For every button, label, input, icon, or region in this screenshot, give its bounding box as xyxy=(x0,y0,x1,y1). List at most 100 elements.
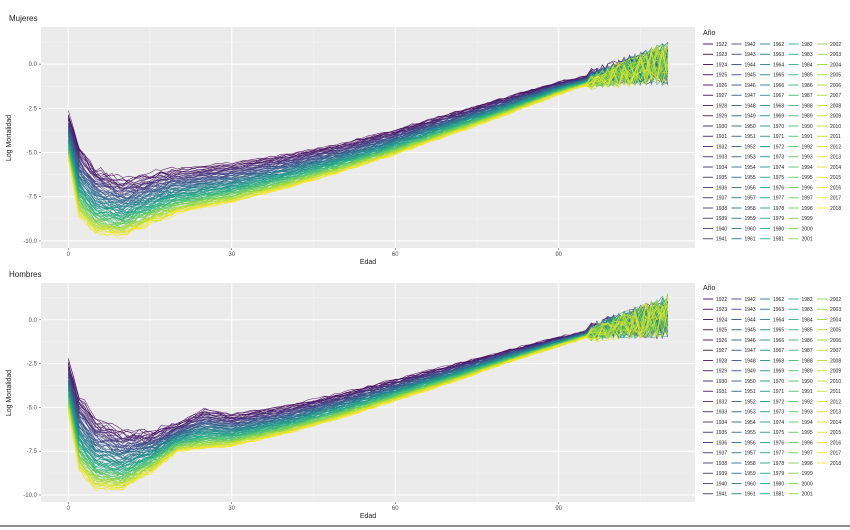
legend-label: 2003 xyxy=(830,307,841,313)
legend-label: 1948 xyxy=(745,358,756,364)
legend-label: 1940 xyxy=(716,226,727,232)
legend-label: 2014 xyxy=(830,165,841,171)
x-tick-label: 30 xyxy=(228,506,235,512)
legend-label: 2015 xyxy=(830,430,841,436)
legend-label: 1933 xyxy=(716,155,727,161)
legend-label: 2009 xyxy=(830,369,841,375)
legend-label: 1962 xyxy=(773,42,784,48)
legend-label: 1999 xyxy=(802,216,813,222)
legend-label: 1963 xyxy=(773,307,784,313)
x-tick-label: 30 xyxy=(228,252,235,258)
legend-label: 1974 xyxy=(773,420,784,426)
legend-label: 2001 xyxy=(802,492,813,498)
legend-label: 1963 xyxy=(773,52,784,58)
legend-label: 1930 xyxy=(716,379,727,385)
legend-label: 1970 xyxy=(773,379,784,385)
legend-label: 1947 xyxy=(745,93,756,99)
legend-label: 2008 xyxy=(830,358,841,364)
legend-label: 2007 xyxy=(830,93,841,99)
y-tick-label: 0.0 xyxy=(29,62,38,68)
legend-label: 1992 xyxy=(802,144,813,150)
legend-label: 1926 xyxy=(716,338,727,344)
legend-label: 1935 xyxy=(716,430,727,436)
legend-label: 1981 xyxy=(773,237,784,243)
legend-label: 1982 xyxy=(802,297,813,303)
series-lines-mujeres xyxy=(68,41,669,239)
legend-label: 2016 xyxy=(830,440,841,446)
legend-label: 2018 xyxy=(830,461,841,467)
legend-label: 1990 xyxy=(802,379,813,385)
legend-label: 1958 xyxy=(745,461,756,467)
legend-label: 2013 xyxy=(830,410,841,416)
legend-label: 1929 xyxy=(716,369,727,375)
legend-label: 1967 xyxy=(773,348,784,354)
legend-label: 1923 xyxy=(716,307,727,313)
legend-label: 1939 xyxy=(716,216,727,222)
series-line-1979 xyxy=(68,310,669,473)
legend-label: 2010 xyxy=(830,124,841,130)
legend-label: 1983 xyxy=(802,307,813,313)
legend-label: 1987 xyxy=(802,93,813,99)
legend-label: 1969 xyxy=(773,369,784,375)
legend-label: 1927 xyxy=(716,348,727,354)
legend-label: 1942 xyxy=(745,42,756,48)
legend-label: 2001 xyxy=(802,237,813,243)
legend-label: 1954 xyxy=(745,165,756,171)
x-axis-label-hombres: Edad xyxy=(360,513,376,520)
legend-label: 1966 xyxy=(773,338,784,344)
legend-label: 1978 xyxy=(773,461,784,467)
legend-title-hombres: Año xyxy=(703,285,716,292)
legend-label: 1979 xyxy=(773,471,784,477)
legend-label: 2003 xyxy=(830,52,841,58)
legend-label: 1973 xyxy=(773,155,784,161)
legend-label: 1984 xyxy=(802,317,813,323)
legend-label: 1946 xyxy=(745,83,756,89)
legend-label: 1957 xyxy=(745,451,756,457)
y-tick-label: -2.5 xyxy=(27,362,38,368)
legend-label: 1959 xyxy=(745,216,756,222)
legend-label: 1983 xyxy=(802,52,813,58)
legend-label: 1939 xyxy=(716,471,727,477)
legend-label: 1971 xyxy=(773,389,784,395)
legend-label: 1938 xyxy=(716,461,727,467)
series-line-2003 xyxy=(68,305,668,484)
legend-label: 1991 xyxy=(802,134,813,140)
legend-label: 1964 xyxy=(773,62,784,68)
legend-label: 1991 xyxy=(802,389,813,395)
legend-label: 1955 xyxy=(745,175,756,181)
legend-label: 1930 xyxy=(716,124,727,130)
y-tick-label: -10.0 xyxy=(23,493,37,499)
legend-label: 1972 xyxy=(773,144,784,150)
legend-label: 2000 xyxy=(802,226,813,232)
legend-label: 1985 xyxy=(802,73,813,79)
x-ticks-mujeres: 0 30 60 90 xyxy=(67,248,563,258)
legend-label: 1929 xyxy=(716,114,727,120)
legend-label: 1944 xyxy=(745,62,756,68)
panel-title-hombres: Hombres xyxy=(9,270,41,279)
legend-label: 2004 xyxy=(830,62,841,68)
legend-label: 1990 xyxy=(802,124,813,130)
legend-label: 1987 xyxy=(802,348,813,354)
legend-label: 1966 xyxy=(773,83,784,89)
legend-label: 1950 xyxy=(745,379,756,385)
legend-label: 1922 xyxy=(716,297,727,303)
legend-label: 1937 xyxy=(716,196,727,202)
x-tick-label: 90 xyxy=(555,506,562,512)
legend-label: 2002 xyxy=(830,42,841,48)
series-line-2018 xyxy=(68,50,669,239)
legend-label: 1943 xyxy=(745,307,756,313)
legend-label: 1961 xyxy=(745,237,756,243)
legend-label: 1976 xyxy=(773,440,784,446)
legend-label: 1960 xyxy=(745,226,756,232)
legend-label: 1995 xyxy=(802,175,813,181)
legend-label: 1945 xyxy=(745,328,756,334)
legend-label: 1952 xyxy=(745,399,756,405)
y-axis-label-hombres: Log Mortalidad xyxy=(6,370,13,416)
panel-title-mujeres: Mujeres xyxy=(9,14,37,23)
legend-label: 1972 xyxy=(773,399,784,405)
legend-label: 1989 xyxy=(802,114,813,120)
x-tick-label: 60 xyxy=(392,252,399,258)
legend-title-mujeres: Año xyxy=(703,30,716,37)
legend-label: 1970 xyxy=(773,124,784,130)
y-tick-label: -7.5 xyxy=(27,449,38,455)
